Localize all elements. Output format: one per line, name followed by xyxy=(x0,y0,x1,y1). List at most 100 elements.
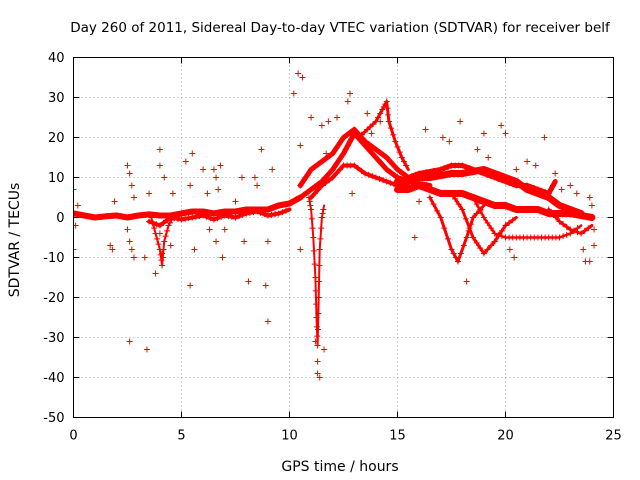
trace-marker xyxy=(365,141,372,148)
trace-marker xyxy=(362,138,369,145)
data-point xyxy=(364,110,371,117)
trace-marker xyxy=(154,235,161,242)
trace-marker xyxy=(444,235,451,242)
trace-marker xyxy=(221,212,228,219)
trace-marker xyxy=(364,126,371,133)
trace-marker xyxy=(459,190,466,197)
trace-marker xyxy=(547,186,554,193)
trace-marker xyxy=(182,209,189,216)
data-point xyxy=(124,162,131,169)
trace-marker xyxy=(398,154,405,161)
trace-marker xyxy=(369,143,376,150)
x-tick-label: 10 xyxy=(281,429,298,444)
data-point xyxy=(346,90,353,97)
trace-marker xyxy=(207,209,214,216)
trace-marker xyxy=(426,174,433,181)
trace-marker xyxy=(437,166,444,173)
trace-marker xyxy=(477,207,484,214)
trace-marker xyxy=(401,171,408,178)
trace-marker xyxy=(549,197,556,204)
trace-marker xyxy=(574,229,581,236)
data-point xyxy=(143,346,150,353)
data-point xyxy=(187,282,194,289)
trace-marker xyxy=(390,131,397,138)
trace-marker xyxy=(466,225,473,232)
trace-marker xyxy=(570,211,577,218)
data-point xyxy=(126,338,133,345)
data-point xyxy=(567,182,574,189)
trace-marker xyxy=(165,222,172,229)
trace-marker xyxy=(372,146,379,153)
trace-marker xyxy=(527,183,534,190)
trace-marker xyxy=(509,181,516,188)
trace-marker xyxy=(549,210,556,217)
data-point xyxy=(334,114,341,121)
data-point xyxy=(586,194,593,201)
trace-marker xyxy=(387,158,394,165)
data-point xyxy=(232,198,239,205)
trace-marker xyxy=(268,205,275,212)
data-point xyxy=(191,246,198,253)
trace-marker xyxy=(148,214,155,221)
trace-marker xyxy=(380,103,387,110)
trace-marker xyxy=(426,186,433,193)
trace-marker xyxy=(160,246,167,253)
data-point xyxy=(130,254,137,261)
trace-marker xyxy=(311,261,318,268)
trace-marker xyxy=(382,101,389,108)
trace-marker xyxy=(372,174,379,181)
trace-marker xyxy=(585,225,592,232)
trace-marker xyxy=(297,182,304,189)
trace-marker xyxy=(318,214,325,221)
plot-frame xyxy=(73,57,614,418)
trace-marker xyxy=(74,211,81,218)
y-tick-label: -40 xyxy=(43,371,64,386)
trace-marker xyxy=(120,213,127,220)
trace-marker xyxy=(462,215,469,222)
data-point xyxy=(156,162,163,169)
data-point xyxy=(200,166,207,173)
trace-marker xyxy=(463,234,470,241)
trace-marker xyxy=(376,175,383,182)
trace-marker xyxy=(326,153,333,160)
data-point xyxy=(128,182,135,189)
trace-marker xyxy=(306,198,313,205)
data-point xyxy=(217,162,224,169)
data-point xyxy=(269,166,276,173)
trace-marker xyxy=(344,131,351,138)
trace-marker xyxy=(563,223,570,230)
trace-marker xyxy=(313,301,320,308)
trace-marker xyxy=(333,170,340,177)
trace-marker xyxy=(408,185,415,192)
data-point xyxy=(206,226,213,233)
trace-marker xyxy=(146,218,153,225)
trace-marker xyxy=(473,210,480,217)
trace-marker xyxy=(315,161,322,168)
trace-marker xyxy=(444,163,451,170)
trace-marker xyxy=(459,206,466,213)
data-point xyxy=(264,238,271,245)
data-point xyxy=(457,118,464,125)
x-tick-label: 25 xyxy=(605,429,622,444)
trace-marker xyxy=(315,186,322,193)
trace-marker xyxy=(228,213,235,220)
data-point xyxy=(502,130,509,137)
data-point xyxy=(368,130,375,137)
trace-marker xyxy=(369,150,376,157)
trace-marker xyxy=(462,163,469,170)
trace-marker xyxy=(84,213,91,220)
trace-marker xyxy=(502,222,509,229)
data-point xyxy=(485,154,492,161)
y-axis-label: SDTVAR / TECUs xyxy=(7,183,23,298)
data-point xyxy=(474,146,481,153)
trace-marker xyxy=(178,210,185,217)
trace-marker xyxy=(322,155,329,162)
trace-marker xyxy=(268,211,275,218)
trace-marker xyxy=(387,179,394,186)
data-point xyxy=(297,142,304,149)
trace-marker xyxy=(466,165,473,172)
data-point xyxy=(411,234,418,241)
trace-marker xyxy=(506,203,513,210)
trace-marker xyxy=(178,216,185,223)
data-point xyxy=(299,74,306,81)
